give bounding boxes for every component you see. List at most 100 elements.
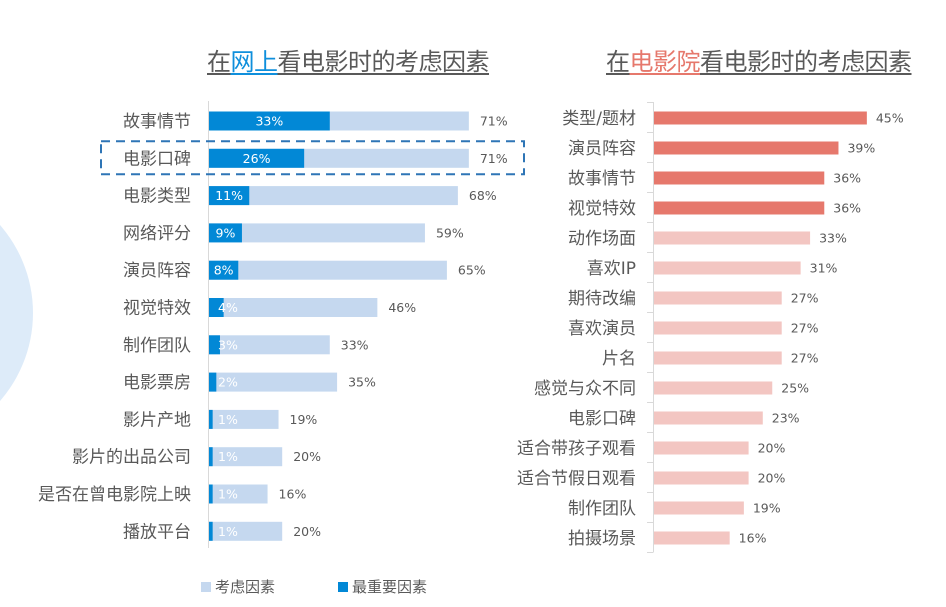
legend-item-most: 最重要因素 — [338, 576, 427, 597]
bar — [654, 531, 730, 545]
legend-item-consider: 考虑因素 — [201, 576, 275, 597]
bar-consider — [209, 298, 378, 317]
bar — [654, 111, 867, 125]
value-label-most-important: 1% — [218, 412, 238, 427]
category-label: 电影口碑 — [123, 149, 191, 169]
value-label-consider: 19% — [290, 412, 318, 427]
category-label: 电影类型 — [123, 187, 191, 207]
bar-consider — [209, 521, 283, 541]
bar — [654, 321, 782, 335]
bar-consider — [209, 484, 268, 504]
value-label-consider: 71% — [480, 114, 508, 129]
value-label-most-important: 26% — [243, 151, 271, 166]
bar — [654, 351, 782, 365]
value-label-most-important: 1% — [218, 449, 238, 464]
bar — [654, 441, 749, 455]
value-label-most-important: 9% — [216, 225, 236, 240]
category-label: 影片产地 — [123, 410, 191, 430]
bar-most-important — [209, 521, 213, 541]
value-label: 33% — [819, 231, 847, 246]
value-label: 31% — [810, 261, 838, 276]
category-label: 演员阵容 — [123, 261, 191, 281]
value-label-most-important: 1% — [218, 524, 238, 539]
bar-consider — [209, 447, 283, 467]
title-highlight: 电影院 — [629, 48, 701, 76]
value-label-consider: 68% — [469, 188, 497, 203]
value-label-most-important: 4% — [218, 300, 238, 315]
value-label-consider: 16% — [279, 487, 307, 502]
value-label: 45% — [876, 111, 904, 126]
bar-consider — [209, 260, 447, 280]
bar-most-important — [209, 372, 217, 392]
category-label: 片名 — [602, 349, 636, 369]
bar-most-important — [209, 447, 213, 467]
bar-most-important — [209, 186, 250, 206]
bar-most-important — [209, 223, 242, 243]
title-highlight: 网上 — [230, 48, 279, 76]
bar-most-important — [209, 409, 213, 429]
title-prefix: 在 — [207, 48, 231, 76]
bar — [654, 171, 825, 185]
title-suffix: 看电影时的考虑因素 — [277, 48, 490, 76]
value-label-consider: 20% — [293, 449, 321, 464]
category-label: 影片的出品公司 — [72, 448, 191, 468]
category-label: 视觉特效 — [123, 299, 191, 319]
value-label: 27% — [791, 321, 819, 336]
value-label-consider: 65% — [458, 263, 486, 278]
bar-most-important — [209, 260, 239, 280]
category-label: 类型/题材 — [562, 109, 636, 129]
title-suffix: 看电影时的考虑因素 — [700, 48, 912, 76]
category-label: 制作团队 — [568, 499, 636, 519]
value-label: 27% — [791, 291, 819, 306]
category-label: 电影票房 — [123, 373, 191, 393]
value-label-consider: 46% — [388, 300, 416, 315]
category-label: 期待改编 — [568, 289, 636, 309]
bar — [654, 231, 811, 245]
category-label: 演员阵容 — [568, 139, 636, 159]
value-label: 20% — [758, 441, 786, 456]
bar — [654, 471, 749, 485]
category-label: 故事情节 — [123, 112, 191, 132]
title-prefix: 在 — [606, 48, 630, 76]
cinema-chart-title: 在电影院看电影时的考虑因素 — [606, 47, 912, 77]
bar — [654, 411, 763, 425]
bar-consider — [209, 335, 330, 355]
value-label-consider: 71% — [480, 151, 508, 166]
category-label: 视觉特效 — [568, 199, 636, 219]
bar — [654, 261, 801, 275]
category-label: 喜欢演员 — [568, 319, 636, 339]
online-factors-chart: 故事情节 71% 33% 电影口碑 71% 26% 电影类型 68% 11% 网络评分 59% 9% 演… — [38, 101, 525, 548]
bar-consider — [209, 409, 279, 429]
bar-most-important — [209, 148, 305, 168]
category-label: 感觉与众不同 — [534, 379, 636, 399]
category-label: 制作团队 — [123, 336, 191, 356]
value-label-consider: 20% — [293, 524, 321, 539]
value-label-most-important: 11% — [215, 188, 243, 203]
legend-label-most: 最重要因素 — [352, 578, 428, 596]
value-label: 27% — [791, 351, 819, 366]
bar-most-important — [209, 484, 213, 504]
bar-most-important — [209, 298, 224, 317]
legend-swatch-consider — [201, 581, 211, 592]
category-label: 故事情节 — [568, 169, 636, 189]
bar-most-important — [209, 335, 220, 355]
category-label: 适合带孩子观看 — [517, 439, 636, 459]
value-label-consider: 35% — [348, 375, 376, 390]
category-label: 动作场面 — [568, 229, 636, 249]
category-label: 适合节假日观看 — [517, 469, 636, 489]
value-label-consider: 33% — [341, 337, 369, 352]
value-label: 36% — [833, 171, 861, 186]
value-label-most-important: 33% — [255, 114, 283, 129]
bar-most-important — [209, 111, 330, 131]
value-label-consider: 59% — [436, 225, 464, 240]
bar — [654, 291, 782, 305]
value-label-most-important: 1% — [218, 487, 238, 502]
bar — [654, 501, 744, 515]
bar-consider — [209, 372, 338, 392]
category-label: 喜欢IP — [587, 259, 636, 279]
value-label: 16% — [739, 531, 767, 546]
value-label: 19% — [753, 501, 781, 516]
value-label: 20% — [758, 471, 786, 486]
bar-consider — [209, 186, 458, 206]
